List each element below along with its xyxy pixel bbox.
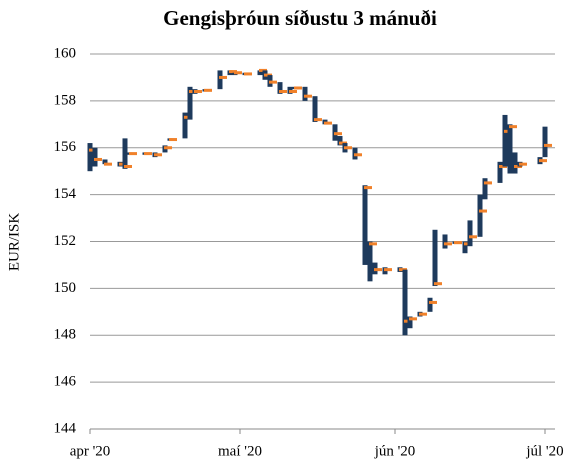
close-tick [369, 242, 377, 246]
y-tick-label: 156 [54, 139, 77, 155]
close-tick [344, 146, 352, 150]
close-tick [289, 90, 297, 93]
range-bar [182, 112, 188, 139]
y-tick-label: 150 [54, 280, 77, 296]
close-tick [519, 162, 527, 166]
close-tick [314, 118, 322, 122]
x-tick-label: júl '20 [525, 443, 563, 459]
close-tick [539, 159, 547, 163]
close-tick [354, 153, 362, 157]
close-tick [194, 90, 202, 93]
close-tick [509, 125, 517, 129]
y-tick-label: 154 [54, 186, 77, 202]
range-bar [427, 297, 433, 312]
range-bar [217, 70, 223, 90]
close-tick [334, 132, 342, 136]
y-tick-label: 152 [54, 233, 77, 249]
close-tick [229, 70, 237, 74]
range-bar [312, 96, 318, 122]
close-tick [124, 165, 132, 168]
range-bar [462, 241, 468, 254]
close-tick [374, 268, 382, 272]
range-bar [442, 234, 448, 249]
close-tick [544, 143, 552, 147]
range-bar [402, 269, 408, 336]
range-bar [302, 86, 308, 101]
y-tick-label: 160 [54, 45, 77, 61]
close-tick [104, 162, 112, 166]
range-bar [187, 86, 193, 120]
close-tick [144, 152, 152, 156]
close-tick [94, 157, 102, 161]
y-tick-label: 146 [54, 374, 77, 390]
close-tick [219, 75, 227, 79]
close-tick [484, 181, 492, 185]
y-tick-label: 144 [54, 420, 77, 436]
range-bar [497, 161, 503, 183]
range-bar [277, 82, 283, 94]
close-tick [429, 300, 437, 304]
x-tick-label: maí '20 [218, 443, 262, 459]
range-bar [92, 147, 98, 167]
y-tick-label: 158 [54, 92, 77, 108]
close-tick [129, 152, 137, 156]
close-tick [409, 317, 417, 321]
y-axis-label: EUR/ISK [6, 213, 22, 272]
close-tick [164, 146, 172, 150]
range-bar [362, 185, 368, 265]
y-tick-label: 148 [54, 327, 77, 343]
close-tick [244, 72, 252, 76]
close-tick [434, 282, 442, 286]
range-bar [432, 229, 438, 287]
close-tick [454, 241, 462, 245]
range-bar [257, 70, 263, 76]
range-bar [87, 143, 93, 172]
range-bar [337, 136, 343, 146]
close-tick [479, 209, 487, 213]
range-bar [542, 126, 548, 158]
range-bar [477, 194, 483, 237]
close-tick [269, 80, 277, 84]
close-tick [384, 268, 392, 272]
close-tick [294, 86, 302, 90]
x-tick-label: jún '20 [374, 443, 416, 459]
range-bar [512, 152, 518, 174]
range-bar [102, 159, 108, 165]
close-tick [304, 94, 312, 98]
range-bar [122, 138, 128, 169]
range-bar [367, 241, 373, 282]
range-bar [407, 316, 413, 329]
close-tick [419, 312, 427, 316]
close-tick [169, 138, 177, 142]
close-tick [234, 71, 242, 75]
close-tick [154, 153, 162, 157]
chart-title: Gengisþróun síðustu 3 mánuði [163, 6, 437, 30]
close-tick [444, 242, 452, 246]
range-bar [507, 124, 513, 174]
range-bar [482, 178, 488, 200]
x-tick-label: apr '20 [70, 443, 111, 459]
close-tick [279, 90, 287, 93]
close-tick [324, 121, 332, 125]
close-tick [469, 235, 477, 239]
close-tick [204, 88, 212, 92]
range-bar [502, 114, 508, 167]
range-bar [467, 220, 473, 247]
close-tick [364, 186, 372, 190]
